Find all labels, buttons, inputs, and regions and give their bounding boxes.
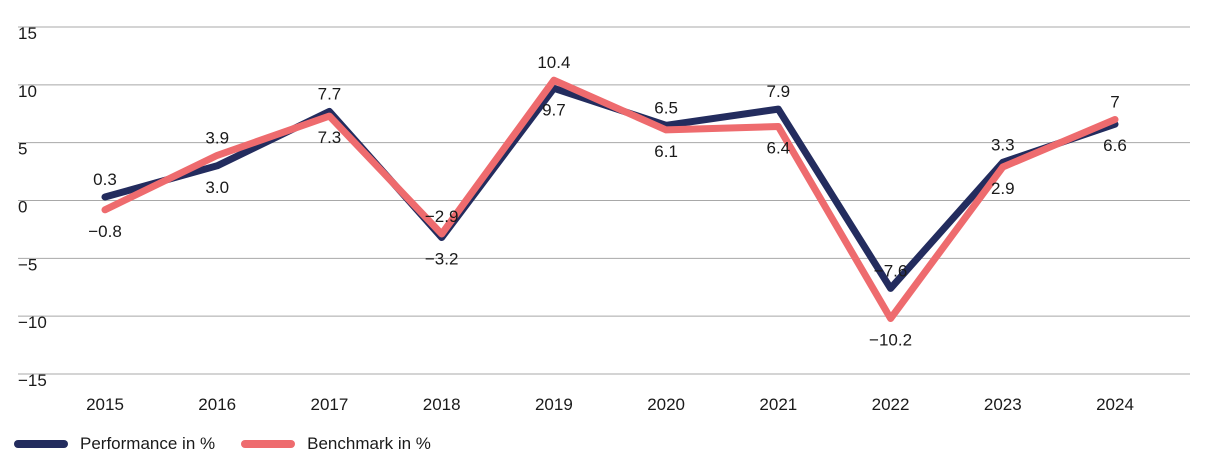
y-axis-ticks: 15 10 5 0 −5 −10 −15 bbox=[18, 24, 47, 390]
x-tick-label: 2020 bbox=[647, 395, 685, 414]
x-tick-label: 2018 bbox=[423, 395, 461, 414]
data-label: 6.5 bbox=[654, 98, 678, 117]
x-tick-label: 2017 bbox=[311, 395, 349, 414]
gridlines bbox=[18, 26, 1190, 375]
y-tick-label: 0 bbox=[18, 198, 27, 217]
x-tick-label: 2022 bbox=[872, 395, 910, 414]
data-label: 7.9 bbox=[767, 82, 791, 101]
legend-item-benchmark: Benchmark in % bbox=[241, 434, 431, 454]
data-label: 3.9 bbox=[205, 128, 229, 147]
data-label: 9.7 bbox=[542, 100, 566, 119]
x-tick-label: 2023 bbox=[984, 395, 1022, 414]
data-label: 0.3 bbox=[93, 170, 117, 189]
legend: Performance in % Benchmark in % bbox=[14, 434, 457, 454]
data-label: 3.0 bbox=[205, 178, 229, 197]
data-label: −2.9 bbox=[425, 207, 459, 226]
y-tick-label: −10 bbox=[18, 313, 47, 332]
legend-label-performance: Performance in % bbox=[80, 434, 216, 453]
data-label: 6.6 bbox=[1103, 136, 1127, 155]
x-axis-ticks: 2015 2016 2017 2018 2019 2020 2021 2022 2023 2024 bbox=[86, 395, 1134, 414]
x-tick-label: 2021 bbox=[759, 395, 797, 414]
y-tick-label: −15 bbox=[18, 371, 47, 390]
data-label: 3.3 bbox=[991, 135, 1015, 154]
data-label: −7.6 bbox=[874, 261, 908, 280]
legend-swatch-performance bbox=[14, 440, 68, 448]
data-label: 6.1 bbox=[654, 142, 678, 161]
x-tick-label: 2016 bbox=[198, 395, 236, 414]
x-tick-label: 2019 bbox=[535, 395, 573, 414]
legend-label-benchmark: Benchmark in % bbox=[307, 434, 431, 453]
data-labels: 0.3 −0.8 3.9 3.0 7.7 7.3 −2.9 −3.2 10.4 9.7 6.5 6.1… bbox=[88, 53, 1127, 349]
data-label: −3.2 bbox=[425, 250, 459, 269]
data-label: −10.2 bbox=[869, 330, 912, 349]
data-label: 7.3 bbox=[318, 128, 342, 147]
y-tick-label: 10 bbox=[18, 82, 37, 101]
data-label: 6.4 bbox=[767, 138, 791, 157]
y-tick-label: 15 bbox=[18, 24, 37, 43]
data-label: 2.9 bbox=[991, 179, 1015, 198]
data-label: −0.8 bbox=[88, 222, 122, 241]
legend-swatch-benchmark bbox=[241, 440, 296, 448]
x-tick-label: 2024 bbox=[1096, 395, 1134, 414]
legend-item-performance: Performance in % bbox=[14, 434, 215, 454]
y-tick-label: −5 bbox=[18, 255, 37, 274]
x-tick-label: 2015 bbox=[86, 395, 124, 414]
data-label: 7.7 bbox=[318, 84, 342, 103]
series-line-benchmark bbox=[101, 76, 1119, 322]
y-tick-label: 5 bbox=[18, 140, 27, 159]
data-label: 7 bbox=[1110, 93, 1119, 112]
series-lines bbox=[101, 76, 1119, 322]
data-label: 10.4 bbox=[537, 53, 570, 72]
